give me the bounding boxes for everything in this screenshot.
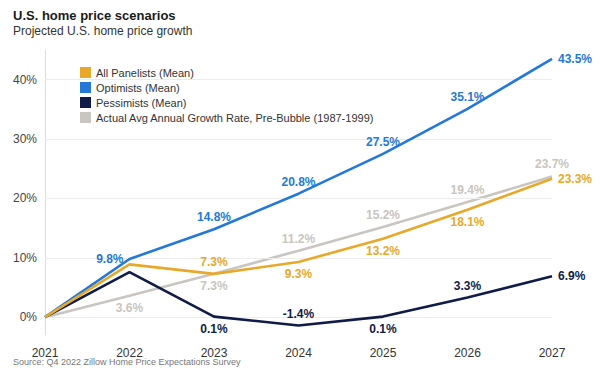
svg-text:7.3%: 7.3% bbox=[200, 279, 228, 293]
svg-text:Pessimists (Mean): Pessimists (Mean) bbox=[96, 97, 186, 109]
svg-text:2027: 2027 bbox=[539, 346, 566, 360]
svg-text:2022: 2022 bbox=[116, 346, 143, 360]
svg-text:3.3%: 3.3% bbox=[454, 279, 482, 293]
svg-text:19.4%: 19.4% bbox=[450, 183, 484, 197]
svg-text:27.5%: 27.5% bbox=[366, 135, 400, 149]
svg-text:2025: 2025 bbox=[370, 346, 397, 360]
svg-text:-1.4%: -1.4% bbox=[283, 307, 315, 321]
svg-text:35.1%: 35.1% bbox=[450, 90, 484, 104]
svg-text:18.1%: 18.1% bbox=[450, 215, 484, 229]
svg-text:7.3%: 7.3% bbox=[200, 255, 228, 269]
svg-text:23.3%: 23.3% bbox=[558, 172, 592, 186]
svg-text:10%: 10% bbox=[13, 251, 37, 265]
svg-text:9.8%: 9.8% bbox=[96, 252, 124, 266]
svg-text:43.5%: 43.5% bbox=[558, 52, 592, 66]
svg-text:All Panelists (Mean): All Panelists (Mean) bbox=[96, 67, 194, 79]
svg-text:15.2%: 15.2% bbox=[366, 208, 400, 222]
svg-text:U.S. home price scenarios: U.S. home price scenarios bbox=[13, 8, 176, 23]
svg-text:14.8%: 14.8% bbox=[197, 210, 231, 224]
svg-text:0%: 0% bbox=[20, 310, 38, 324]
svg-text:23.7%: 23.7% bbox=[535, 157, 569, 171]
svg-text:13.2%: 13.2% bbox=[366, 244, 400, 258]
svg-text:2021: 2021 bbox=[31, 346, 59, 360]
svg-text:2024: 2024 bbox=[285, 346, 312, 360]
svg-text:20%: 20% bbox=[13, 191, 37, 205]
svg-text:Actual Avg Annual Growth Rate,: Actual Avg Annual Growth Rate, Pre-Bubbl… bbox=[96, 112, 373, 124]
svg-text:2026: 2026 bbox=[454, 346, 481, 360]
svg-text:40%: 40% bbox=[13, 73, 37, 87]
svg-text:Optimists (Mean): Optimists (Mean) bbox=[96, 82, 180, 94]
svg-text:Source: Q4 2022 Zillow Home Pr: Source: Q4 2022 Zillow Home Price Expect… bbox=[13, 357, 241, 367]
svg-text:3.6%: 3.6% bbox=[116, 301, 144, 315]
svg-text:20.8%: 20.8% bbox=[281, 175, 315, 189]
svg-text:11.2%: 11.2% bbox=[282, 232, 316, 246]
svg-text:0.1%: 0.1% bbox=[200, 322, 228, 336]
svg-text:2023: 2023 bbox=[200, 346, 228, 360]
svg-text:30%: 30% bbox=[13, 132, 37, 146]
svg-text:0.1%: 0.1% bbox=[369, 322, 397, 336]
svg-text:Projected U.S. home price grow: Projected U.S. home price growth bbox=[13, 24, 192, 38]
svg-text:6.9%: 6.9% bbox=[558, 269, 586, 283]
svg-text:9.3%: 9.3% bbox=[285, 267, 313, 281]
